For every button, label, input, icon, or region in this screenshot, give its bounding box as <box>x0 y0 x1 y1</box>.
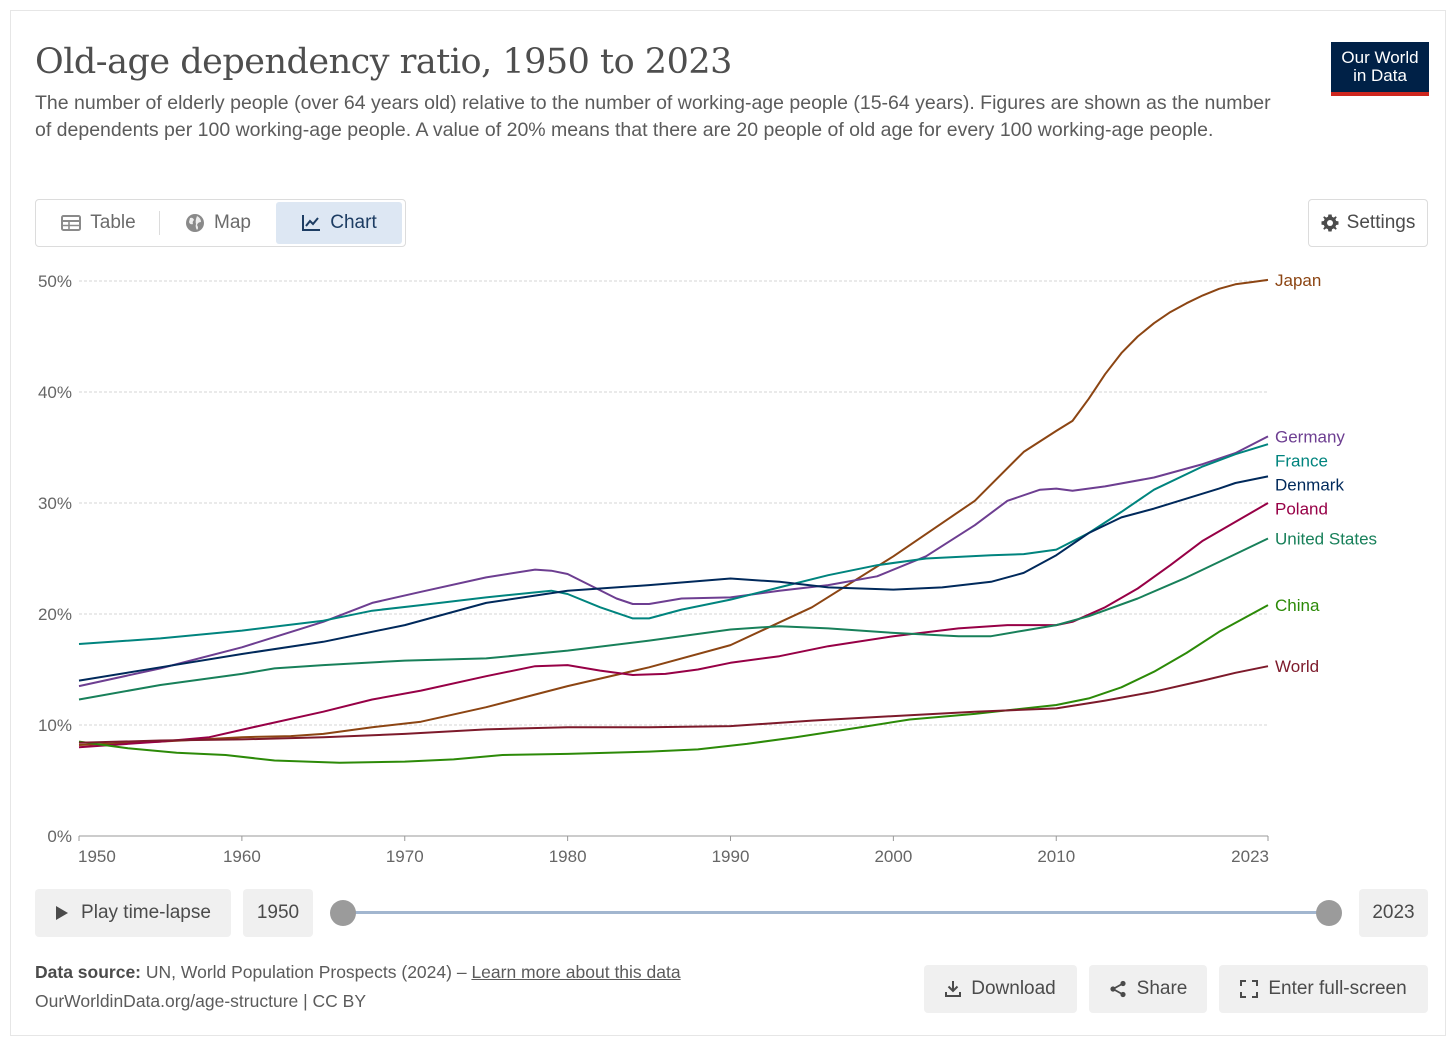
source-text: UN, World Population Prospects (2024) – <box>145 962 467 982</box>
series-line-japan[interactable] <box>78 278 1269 746</box>
share-icon <box>1110 980 1126 998</box>
series-label-world[interactable]: World <box>1275 657 1319 676</box>
series-label-poland[interactable]: Poland <box>1275 499 1328 518</box>
timeline-track[interactable] <box>343 911 1329 914</box>
chart-frame <box>10 10 1446 1036</box>
series-line-world[interactable] <box>78 665 1269 744</box>
series-labels: Japan Germany France Denmark Poland United St… <box>1275 271 1377 676</box>
line-chart-icon <box>302 215 321 231</box>
tab-table-label: Table <box>90 212 136 233</box>
table-icon <box>61 215 82 231</box>
fullscreen-label: Enter full-screen <box>1268 978 1407 999</box>
x-tick-label: 1970 <box>386 847 424 866</box>
url-line: OurWorldinData.org/age-structure | CC BY <box>35 991 367 1011</box>
download-button[interactable]: Download <box>924 965 1077 1013</box>
chart-subtitle: The number of elderly people (over 64 ye… <box>35 92 1271 141</box>
series-label-france[interactable]: France <box>1275 451 1328 470</box>
series-line-poland[interactable] <box>78 502 1269 749</box>
series-label-united-states[interactable]: United States <box>1275 530 1377 549</box>
end-year-text: 2023 <box>1372 902 1415 923</box>
tab-chart[interactable]: Chart <box>276 202 402 244</box>
tab-chart-label: Chart <box>330 212 377 233</box>
start-year-label[interactable]: 1950 <box>243 889 313 937</box>
gridlines <box>79 280 1268 726</box>
play-label: Play time-lapse <box>81 902 211 923</box>
learn-more-link[interactable]: Learn more about this data <box>471 962 681 982</box>
y-tick-label: 50% <box>38 272 72 291</box>
gear-icon <box>1321 214 1339 232</box>
series-line-denmark[interactable] <box>78 475 1269 682</box>
series-label-denmark[interactable]: Denmark <box>1275 475 1344 494</box>
y-tick-label: 30% <box>38 494 72 513</box>
series-line-france[interactable] <box>78 443 1269 645</box>
download-icon <box>945 981 962 997</box>
x-tick-label: 2000 <box>874 847 912 866</box>
tab-map[interactable]: Map <box>160 202 276 244</box>
end-year-label[interactable]: 2023 <box>1359 889 1428 937</box>
owid-logo[interactable]: Our World in Data <box>1331 42 1429 96</box>
x-axis: 1950 1960 1970 1980 1990 2000 2010 2023 <box>78 835 1269 866</box>
series-line-united-states[interactable] <box>78 537 1269 701</box>
tab-map-label: Map <box>214 212 251 233</box>
x-tick-label: 1980 <box>549 847 587 866</box>
x-tick-label: 2023 <box>1231 847 1269 866</box>
fullscreen-button[interactable]: Enter full-screen <box>1219 965 1428 1013</box>
series-label-germany[interactable]: Germany <box>1275 427 1345 446</box>
start-year-text: 1950 <box>256 902 300 923</box>
y-tick-label: 40% <box>38 383 72 402</box>
download-label: Download <box>971 978 1056 999</box>
logo-line-1: Our World <box>1341 48 1419 67</box>
view-tabs: Table Map Chart <box>35 199 406 247</box>
series-line-china[interactable] <box>78 604 1269 764</box>
source-prefix: Data source: <box>35 962 142 982</box>
series-line-germany[interactable] <box>78 435 1269 688</box>
data-source-line: Data source: UN, World Population Prospe… <box>35 962 681 983</box>
chart-title: Old-age dependency ratio, 1950 to 2023 <box>35 42 732 82</box>
expand-icon <box>1240 980 1259 998</box>
x-tick-label: 1950 <box>78 847 116 866</box>
share-label: Share <box>1136 978 1188 999</box>
play-timelapse-button[interactable]: Play time-lapse <box>35 889 231 937</box>
series-label-japan[interactable]: Japan <box>1275 271 1321 290</box>
x-tick-label: 2010 <box>1037 847 1075 866</box>
logo-line-2: in Data <box>1353 66 1407 85</box>
y-axis: 0% 10% 20% 30% 40% 50% <box>38 272 72 846</box>
y-tick-label: 10% <box>38 716 72 735</box>
globe-icon <box>186 214 205 232</box>
timeline-end-handle[interactable] <box>1316 900 1342 926</box>
y-tick-label: 0% <box>47 827 72 846</box>
timeline-start-handle[interactable] <box>330 900 356 926</box>
x-tick-label: 1990 <box>712 847 750 866</box>
share-button[interactable]: Share <box>1089 965 1207 1013</box>
settings-label: Settings <box>1346 212 1416 233</box>
y-tick-label: 20% <box>38 605 72 624</box>
x-tick-label: 1960 <box>223 847 261 866</box>
series-label-china[interactable]: China <box>1275 596 1320 615</box>
line-chart: 0% 10% 20% 30% 40% 50% 1950 1960 1970 1980 1990 20… <box>38 271 1377 866</box>
settings-button[interactable]: Settings <box>1308 199 1428 247</box>
tab-table[interactable]: Table <box>38 211 160 235</box>
play-icon <box>56 906 69 920</box>
series-lines <box>78 278 1269 764</box>
